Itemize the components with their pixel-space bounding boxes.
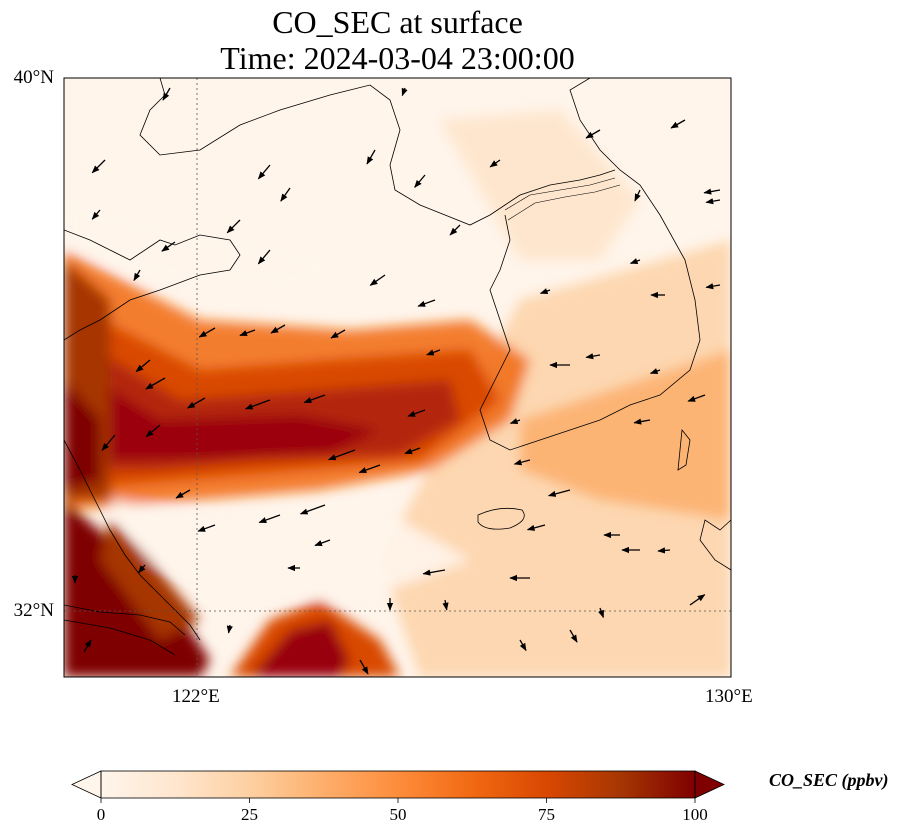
wind-arrow	[303, 394, 326, 404]
wind-arrow	[417, 299, 436, 307]
colorbar-tick-0: 0	[96, 805, 106, 824]
wind-arrow	[585, 129, 601, 139]
wind-arrow	[569, 629, 578, 643]
lon-label-130e: 130°E	[705, 686, 753, 707]
wind-arrow	[257, 164, 271, 180]
colorbar-tick-75: 75	[538, 805, 555, 824]
wind-arrow	[449, 224, 461, 236]
lat-label-32n: 32°N	[13, 600, 54, 621]
wind-arrow	[198, 327, 216, 338]
wind-arrow	[162, 87, 171, 101]
wind-arrow	[422, 569, 446, 576]
wind-arrow	[703, 188, 721, 195]
wind-arrow	[539, 288, 551, 295]
lon-label-122e: 122°E	[172, 686, 220, 707]
wind-arrow	[489, 159, 501, 168]
wind-arrow	[135, 359, 151, 373]
wind-arrow	[226, 624, 233, 634]
colorbar-extend-max	[694, 770, 725, 799]
colorbar-extend-min	[71, 770, 102, 799]
wind-arrow	[330, 329, 346, 339]
colorbar-label: CO_SEC (ppbv)	[769, 770, 889, 790]
wind-arrow	[358, 464, 381, 474]
wind-arrow	[314, 539, 331, 547]
wind-arrow	[404, 447, 421, 455]
wind-arrow	[687, 394, 706, 402]
wind-arrow	[359, 659, 369, 675]
wind-arrow	[366, 149, 376, 165]
wind-arrow	[519, 639, 527, 652]
wind-arrow	[657, 547, 671, 554]
wind-arrow	[407, 409, 426, 417]
wind-arrow	[442, 599, 449, 611]
wind-arrow	[705, 198, 721, 205]
map-title: CO_SEC at surface	[272, 4, 523, 40]
wind-arrow	[369, 274, 386, 286]
wind-arrow	[513, 459, 531, 466]
wind-arrow	[161, 241, 176, 252]
wind-arrow	[258, 514, 281, 524]
wind-arrow	[197, 524, 216, 532]
colorbar-tick-25: 25	[241, 805, 258, 824]
wind-arrow	[705, 283, 721, 290]
wind-arrow	[145, 377, 166, 390]
wind-arrow	[670, 119, 686, 129]
lat-label-40n: 40°N	[13, 67, 54, 88]
wind-arrow	[414, 174, 426, 188]
wind-arrow	[598, 607, 605, 619]
wind-arrow	[91, 159, 106, 174]
map-frame	[63, 77, 732, 678]
colorbar-gradient	[101, 771, 695, 798]
wind-arrow	[634, 189, 641, 202]
wind-arrow	[187, 397, 206, 409]
wind-arrow	[91, 209, 101, 220]
wind-arrow	[526, 524, 546, 531]
wind-arrow	[257, 249, 271, 265]
wind-arrow	[270, 324, 286, 334]
wind-arrow	[138, 564, 146, 574]
coastlines	[64, 78, 731, 656]
wind-arrow	[133, 269, 141, 282]
wind-arrow	[244, 399, 271, 410]
gridlines	[64, 78, 731, 677]
colorbar	[71, 770, 725, 803]
wind-arrow	[633, 418, 651, 425]
wind-arrow	[299, 504, 326, 515]
wind-arrow	[101, 434, 116, 451]
wind-arrow	[585, 353, 601, 360]
wind-arrow	[547, 489, 571, 497]
wind-arrow	[426, 349, 441, 356]
colorbar-tick-50: 50	[389, 805, 407, 824]
map-subtitle-time: Time: 2024-03-04 23:00:00	[220, 40, 575, 76]
wind-arrow	[509, 418, 521, 425]
wind-arrow	[280, 187, 291, 202]
wind-arrow	[145, 424, 161, 438]
wind-vectors	[71, 87, 721, 675]
wind-arrow	[649, 368, 661, 375]
wind-arrow	[83, 639, 92, 653]
wind-arrow	[689, 594, 706, 606]
concentration-field	[64, 78, 731, 677]
wind-arrow	[175, 489, 191, 499]
wind-arrow	[401, 87, 408, 97]
wind-arrow	[239, 329, 256, 337]
wind-arrow	[629, 258, 641, 265]
wind-arrow	[226, 219, 241, 234]
colorbar-tick-100: 100	[682, 805, 708, 824]
wind-arrow	[327, 449, 356, 461]
